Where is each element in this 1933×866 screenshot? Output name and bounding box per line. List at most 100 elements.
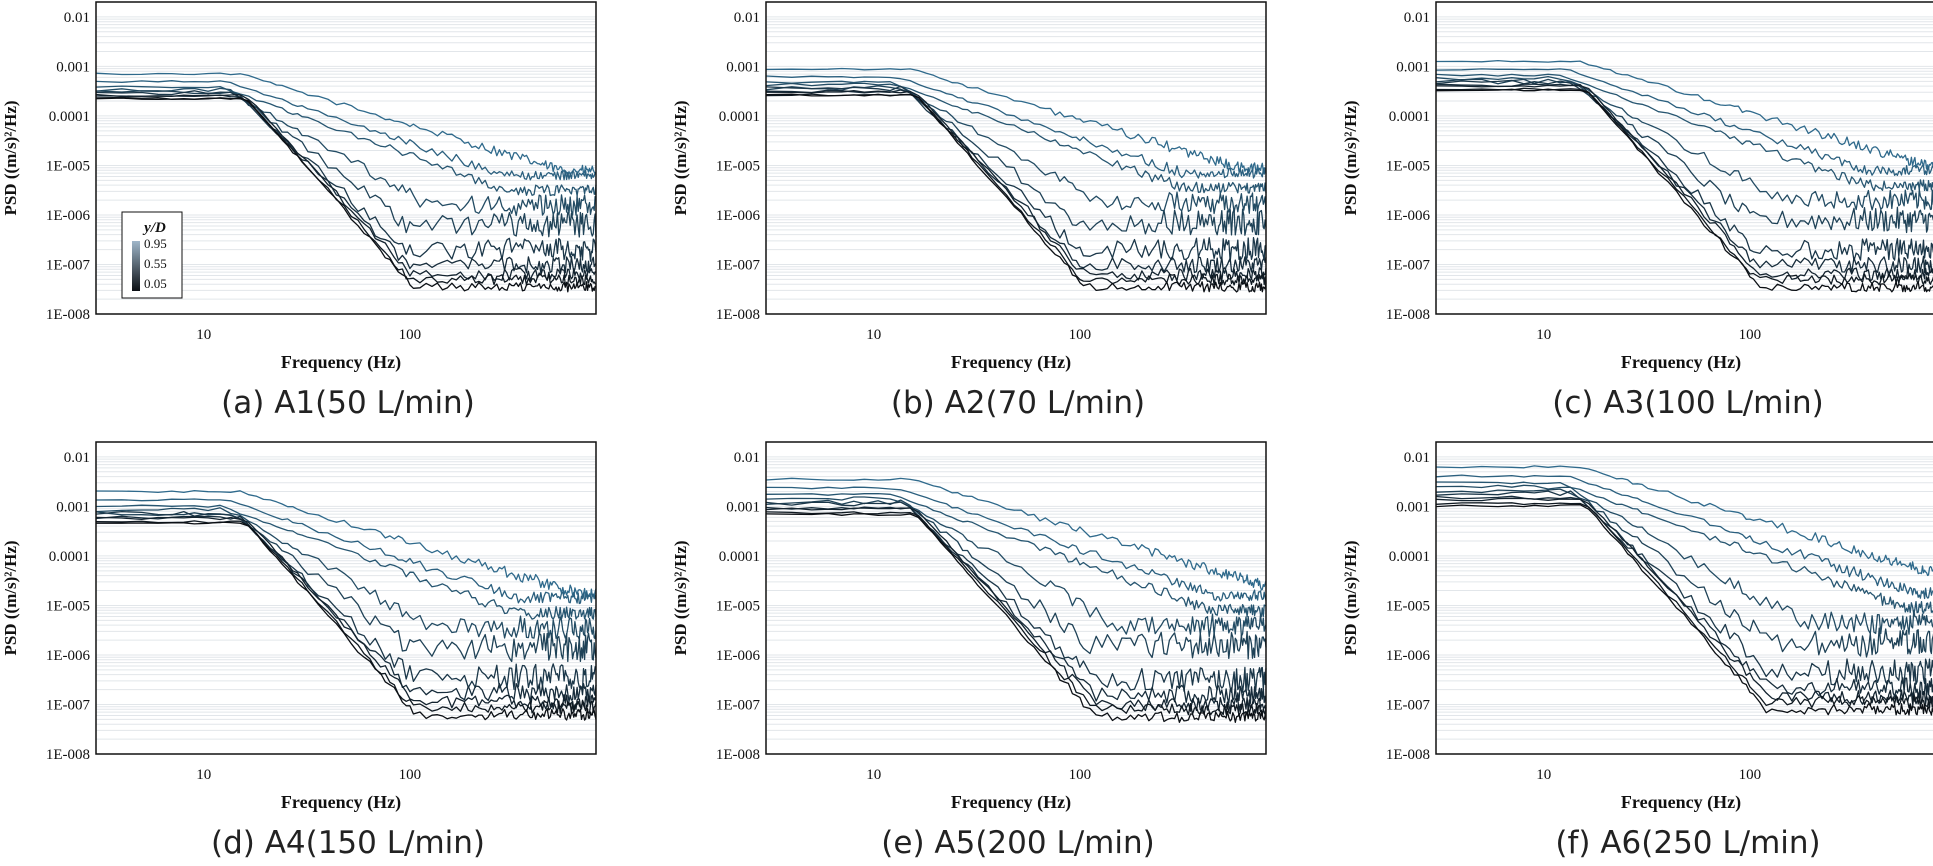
series-line-yD-0.95	[95, 72, 597, 176]
y-tick-label: 1E-005	[46, 158, 90, 174]
series-line-yD-0.55	[765, 85, 1267, 236]
y-tick-label: 1E-006	[716, 648, 761, 664]
x-axis-label: Frequency (Hz)	[951, 352, 1071, 373]
panel-f-plot: 1E-008 1E-007 1E-006 1E-005 0.0001 0.001 0.01 1…	[1341, 441, 1933, 813]
plot-frame	[1435, 1, 1933, 315]
y-tick-label: 1E-005	[1386, 158, 1430, 174]
x-tick-label: 10	[1536, 767, 1551, 783]
y-tick-label: 0.01	[734, 450, 760, 466]
y-tick-label: 1E-006	[1386, 208, 1431, 224]
y-tick-label: 0.0001	[719, 549, 760, 565]
x-tick-label: 100	[1069, 767, 1092, 783]
y-tick-label: 1E-008	[46, 747, 90, 763]
y-tick-label: 0.0001	[49, 549, 90, 565]
series-line-yD-0.45	[95, 510, 597, 691]
series-line-yD-0.55	[95, 90, 597, 238]
legend-title: y/D	[142, 220, 166, 236]
series-line-yD-0.95	[1435, 59, 1933, 170]
series-line-yD-0.75	[765, 80, 1267, 194]
plot-frame	[95, 441, 597, 755]
series-line-yD-0.95	[765, 67, 1267, 173]
y-axis-label: PSD ((m/s)²/Hz)	[671, 540, 690, 655]
series-line-yD-0.35	[1435, 495, 1933, 698]
x-axis-label: Frequency (Hz)	[951, 792, 1071, 813]
series-line-yD-0.85	[765, 75, 1267, 179]
y-tick-label: 0.001	[56, 499, 90, 515]
y-tick-label: 1E-007	[1386, 257, 1431, 273]
panel-b-plot: 1E-008 1E-007 1E-006 1E-005 0.0001 0.001 0.01 1…	[671, 1, 1267, 373]
series-line-yD-0.85	[1435, 474, 1933, 600]
y-axis-label: PSD ((m/s)²/Hz)	[1, 540, 20, 655]
y-tick-label: 0.01	[64, 450, 90, 466]
y-tick-label: 1E-008	[1386, 307, 1430, 323]
y-tick-label: 1E-005	[716, 158, 760, 174]
series-line-yD-0.85	[765, 486, 1267, 602]
panel-e-plot: 1E-008 1E-007 1E-006 1E-005 0.0001 0.001 0.01 1…	[671, 441, 1267, 813]
panel-a-plot: 1E-008 1E-007 1E-006 1E-005 0.0001 0.001 0.01 1…	[1, 1, 597, 373]
y-tick-label: 1E-008	[716, 747, 760, 763]
series-line-yD-0.45	[765, 85, 1267, 263]
series-line-yD-0.45	[95, 90, 597, 262]
y-tick-label: 1E-007	[716, 697, 761, 713]
legend-tick-label: 0.05	[144, 276, 167, 291]
series-line-yD-0.55	[1435, 488, 1933, 658]
series-line-yD-0.45	[765, 501, 1267, 693]
series-line-yD-0.85	[95, 80, 597, 181]
panel-c-plot: 1E-008 1E-007 1E-006 1E-005 0.0001 0.001 0.01 1…	[1341, 1, 1933, 373]
panel-e-caption: (e) A5(200 L/min)	[881, 825, 1155, 861]
series-line-yD-0.25	[1435, 84, 1933, 282]
y-axis-label: PSD ((m/s)²/Hz)	[671, 100, 690, 215]
series-line-yD-0.15	[765, 511, 1267, 716]
y-tick-label: 1E-007	[716, 257, 761, 273]
series-line-yD-0.75	[1435, 481, 1933, 615]
series-line-yD-0.45	[1435, 490, 1933, 686]
series-line-yD-0.65	[95, 87, 597, 217]
series-line-yD-0.55	[1435, 78, 1933, 234]
plot-frame	[765, 1, 1267, 315]
plot-frame	[95, 1, 597, 315]
x-axis-label: Frequency (Hz)	[281, 352, 401, 373]
series-line-yD-0.45	[1435, 79, 1933, 262]
y-tick-label: 0.0001	[49, 109, 90, 125]
x-tick-label: 100	[1739, 327, 1762, 343]
series-line-yD-0.25	[765, 507, 1267, 713]
panel-c-caption: (c) A3(100 L/min)	[1552, 385, 1824, 421]
x-tick-label: 100	[1739, 767, 1762, 783]
x-tick-label: 100	[1069, 327, 1092, 343]
series-line-yD-0.05	[1435, 88, 1933, 293]
y-tick-label: 1E-005	[46, 598, 90, 614]
x-axis-label: Frequency (Hz)	[1621, 792, 1741, 813]
panel-d-plot: 1E-008 1E-007 1E-006 1E-005 0.0001 0.001 0.01 1…	[1, 441, 597, 813]
y-tick-label: 1E-007	[46, 697, 91, 713]
series-line-yD-0.65	[95, 507, 597, 641]
series-line-yD-0.15	[765, 93, 1267, 286]
series-line-yD-0.95	[95, 489, 597, 598]
panel-b-caption: (b) A2(70 L/min)	[890, 385, 1146, 421]
y-tick-label: 1E-005	[716, 598, 760, 614]
series-line-yD-0.15	[1435, 502, 1933, 709]
y-tick-label: 1E-006	[1386, 648, 1431, 664]
series-line-yD-0.85	[1435, 68, 1933, 177]
x-tick-label: 10	[866, 327, 881, 343]
series-line-yD-0.35	[765, 506, 1267, 704]
x-tick-label: 10	[196, 767, 211, 783]
colorbar	[132, 241, 140, 291]
y-tick-label: 0.001	[726, 59, 760, 75]
plot-frame	[765, 441, 1267, 755]
x-axis-label: Frequency (Hz)	[281, 792, 401, 813]
legend-tick-label: 0.95	[144, 236, 167, 251]
series-line-yD-0.05	[95, 97, 597, 293]
y-axis-label: PSD ((m/s)²/Hz)	[1, 100, 20, 215]
series-line-yD-0.05	[765, 93, 1267, 293]
y-tick-label: 0.001	[1396, 499, 1430, 515]
series-line-yD-0.75	[1435, 73, 1933, 192]
panel-f-caption: (f) A6(250 L/min)	[1555, 825, 1821, 861]
y-tick-label: 1E-008	[46, 307, 90, 323]
series-line-yD-0.65	[765, 496, 1267, 638]
series-line-yD-0.95	[765, 477, 1267, 591]
x-tick-label: 10	[196, 327, 211, 343]
y-tick-label: 0.0001	[1389, 549, 1430, 565]
y-tick-label: 1E-007	[46, 257, 91, 273]
x-tick-label: 10	[1536, 327, 1551, 343]
series-line-yD-0.75	[95, 504, 597, 620]
